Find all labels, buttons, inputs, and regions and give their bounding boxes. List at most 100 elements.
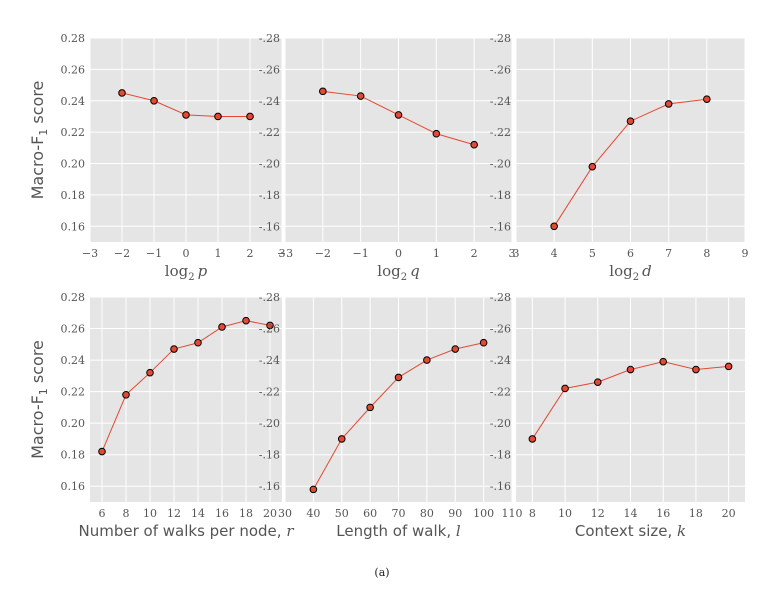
- x-tick-label: −2: [114, 247, 130, 260]
- x-axis-label-var: p: [198, 262, 208, 280]
- data-point: [626, 365, 635, 374]
- panel-4: 0.16 0.18 0.20 0.22 0.24 0.26 0.28 6 8 10 12 14 16 18…: [28, 291, 294, 540]
- x-axis-label-main: log: [165, 262, 189, 280]
- x-axis-label-var: q: [410, 262, 420, 280]
- y-tick-label: -.28: [490, 32, 511, 45]
- x-tick-label: 70: [392, 507, 406, 520]
- x-tick-label: 2: [471, 247, 478, 260]
- x-axis-label-main: Context size,: [575, 522, 677, 540]
- y-tick-label: 0.18: [61, 189, 86, 202]
- data-point: [451, 345, 460, 353]
- y-tick-label: -.20: [490, 158, 511, 171]
- x-axis-label-sub: 2: [633, 272, 639, 283]
- data-point: [664, 100, 673, 108]
- y-tick-label: 0.22: [61, 386, 86, 399]
- y-tick-label: -.20: [490, 417, 511, 430]
- x-tick-label: 2: [247, 247, 254, 260]
- x-tick-label: 16: [215, 507, 229, 520]
- data-point: [626, 117, 635, 125]
- data-point: [319, 87, 327, 96]
- data-point: [218, 323, 226, 331]
- x-tick-label: 90: [448, 507, 462, 520]
- y-tick-label: -.26: [259, 323, 280, 336]
- y-tick-label: -.28: [259, 291, 280, 304]
- x-tick-label: 16: [656, 507, 670, 520]
- y-tick-label: 0.16: [61, 220, 86, 233]
- x-axis-label: log2 p: [165, 262, 208, 283]
- x-tick-label: 60: [363, 507, 377, 520]
- y-tick-label: 0.24: [61, 354, 86, 367]
- y-tick-label: -.16: [259, 220, 280, 233]
- y-tick-label: 0.24: [61, 95, 86, 108]
- y-tick-label: -.20: [259, 158, 280, 171]
- data-point: [724, 362, 733, 371]
- x-tick-label: 8: [123, 507, 130, 520]
- x-tick-label: 9: [742, 247, 749, 260]
- x-tick-label: 1: [215, 247, 222, 260]
- x-tick-label: 100: [473, 507, 494, 520]
- panel-1: 0.16 0.18 0.20 0.22 0.24 0.26 0.28 −3 −2 −1 0 1 2 3 lo…: [28, 32, 286, 283]
- data-point: [593, 378, 602, 386]
- y-tick-label: -.18: [259, 189, 280, 202]
- data-point: [423, 356, 431, 364]
- x-tick-label: −2: [315, 247, 331, 260]
- data-point: [356, 92, 365, 100]
- y-tick-label: -.24: [259, 95, 280, 108]
- y-tick-label: -.18: [259, 449, 280, 462]
- x-tick-label: −3: [277, 247, 293, 260]
- y-axis-label-rest: score: [28, 81, 47, 129]
- x-tick-label: 10: [143, 507, 157, 520]
- y-tick-label: 0.28: [61, 32, 86, 45]
- y-tick-label: -.20: [259, 417, 280, 430]
- x-axis-label: Context size, k: [575, 522, 686, 540]
- x-tick-label: 30: [278, 507, 292, 520]
- y-tick-label: -.24: [490, 354, 511, 367]
- data-point: [692, 365, 700, 374]
- y-tick-label: -.18: [490, 449, 511, 462]
- x-tick-label: 4: [551, 247, 558, 260]
- x-axis-label-sub: 2: [188, 272, 194, 283]
- x-tick-label: 1: [433, 247, 440, 260]
- data-point: [588, 162, 597, 171]
- data-point: [659, 357, 668, 366]
- y-tick-label: -.16: [259, 480, 280, 493]
- y-axis-label: Macro-F1 score: [28, 340, 50, 459]
- data-point: [182, 111, 190, 119]
- x-tick-label: 5: [589, 247, 596, 260]
- y-tick-label: -.22: [490, 386, 511, 399]
- y-axis-label-sub: 1: [37, 129, 50, 136]
- x-tick-label: 3: [509, 247, 516, 260]
- x-axis-label-main: Length of walk,: [336, 522, 456, 540]
- y-tick-label: -.26: [490, 323, 511, 336]
- y-tick-label: 0.20: [61, 417, 86, 430]
- data-point: [394, 111, 403, 119]
- data-point: [214, 112, 222, 121]
- x-tick-label: 10: [558, 507, 572, 520]
- x-tick-label: 110: [502, 507, 523, 520]
- data-point: [366, 403, 374, 412]
- y-tick-label: -.28: [490, 291, 511, 304]
- y-tick-label: -.26: [490, 63, 511, 76]
- panel-6: -.16 -.18 -.20 -.22 -.24 -.26 -.28 8 10 12 14 16 18 2…: [490, 291, 745, 540]
- x-tick-label: 18: [689, 507, 703, 520]
- x-tick-label: 40: [306, 507, 320, 520]
- data-point: [337, 435, 346, 443]
- series-line: [101, 320, 271, 452]
- x-tick-label: 80: [420, 507, 434, 520]
- panel-5: -.16 -.18 -.20 -.22 -.24 -.26 -.28 30 40 50 60 70 80…: [259, 291, 523, 540]
- figure-caption: (a): [374, 566, 389, 579]
- y-axis-label-sub: 1: [37, 388, 50, 395]
- x-tick-label: 12: [167, 507, 181, 520]
- y-tick-label: -.18: [490, 189, 511, 202]
- y-tick-label: 0.16: [61, 480, 86, 493]
- data-point: [479, 338, 488, 347]
- y-tick-label: 0.20: [61, 158, 86, 171]
- x-tick-label: −3: [82, 247, 98, 260]
- y-axis-label-main: Macro-F: [28, 136, 47, 200]
- data-point: [703, 95, 711, 103]
- data-point: [242, 316, 250, 325]
- y-tick-label: -.22: [490, 126, 511, 139]
- y-tick-label: -.22: [259, 126, 280, 139]
- x-tick-label: 20: [722, 507, 736, 520]
